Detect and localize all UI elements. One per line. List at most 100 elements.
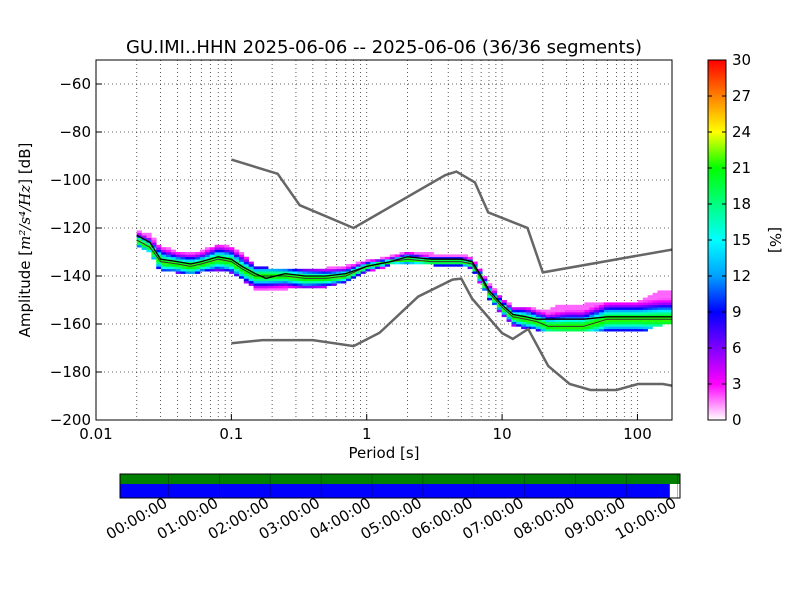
density-cell <box>214 264 220 267</box>
density-cell <box>511 324 517 327</box>
density-cell <box>608 314 614 318</box>
density-cell <box>161 252 167 255</box>
density-cell <box>569 312 575 315</box>
density-cell <box>574 314 580 318</box>
density-cell <box>263 271 269 274</box>
density-cell <box>268 280 274 284</box>
density-cell <box>307 276 313 279</box>
density-cell <box>248 283 254 286</box>
density-cell <box>224 264 230 267</box>
density-cell <box>569 324 575 327</box>
density-cell <box>516 319 522 322</box>
density-cell <box>277 285 284 289</box>
density-cell <box>302 285 308 289</box>
density-cell <box>321 280 327 284</box>
colorbar-tick-label: 18 <box>732 195 751 213</box>
density-cell <box>316 280 322 284</box>
density-cell <box>141 232 147 236</box>
density-cell <box>204 252 211 255</box>
density-cell <box>540 316 546 320</box>
density-cell <box>219 264 225 267</box>
density-cell <box>633 314 639 318</box>
density-cell <box>535 316 541 320</box>
density-cell <box>345 268 352 272</box>
density-cell <box>579 316 585 320</box>
density-cell <box>287 273 293 277</box>
density-cell <box>409 254 415 258</box>
density-cell <box>496 295 502 298</box>
density-cell <box>453 256 459 260</box>
density-cell <box>579 326 585 330</box>
density-cell <box>268 273 274 277</box>
density-cell <box>482 285 488 289</box>
y-tick-label: −160 <box>50 315 91 333</box>
density-cell <box>287 285 293 289</box>
density-cell <box>652 300 658 303</box>
density-cell <box>380 256 386 260</box>
density-cell <box>224 261 230 265</box>
density-cell <box>628 307 634 310</box>
density-cell <box>277 278 284 282</box>
density-cell <box>282 268 288 272</box>
density-cell <box>516 324 522 327</box>
density-cell <box>526 309 532 313</box>
density-cell <box>170 254 176 258</box>
x-axis-ticks: 0.01 0.1 1 10 100 <box>79 414 652 443</box>
density-cell <box>652 312 658 315</box>
density-cell <box>277 268 284 272</box>
density-cell <box>248 261 254 265</box>
density-cell <box>628 326 634 330</box>
density-cell <box>277 288 284 291</box>
density-cell <box>414 261 420 265</box>
density-cell <box>316 273 322 277</box>
density-cell <box>418 261 425 265</box>
density-cell <box>564 304 571 308</box>
density-cell <box>238 256 245 260</box>
density-cell <box>438 261 444 265</box>
density-cell <box>667 307 672 310</box>
density-cell <box>652 314 658 318</box>
density-cell <box>642 297 648 301</box>
density-cell <box>637 300 644 303</box>
density-cell <box>204 247 211 250</box>
density-cell <box>200 249 206 253</box>
density-cell <box>185 254 191 258</box>
density-cell <box>623 316 629 320</box>
density-cell <box>642 319 648 322</box>
density-cell <box>642 302 648 306</box>
density-cell <box>599 326 605 330</box>
density-cell <box>667 300 672 303</box>
density-cell <box>506 307 512 310</box>
density-cell <box>501 314 507 318</box>
density-cell <box>589 314 595 318</box>
density-cell <box>545 316 551 320</box>
density-cell <box>370 261 376 265</box>
density-cell <box>365 264 371 267</box>
density-cell <box>341 278 347 282</box>
density-cell <box>287 280 293 284</box>
density-cell <box>608 324 614 327</box>
density-cell <box>526 307 532 310</box>
density-cell <box>414 254 420 258</box>
density-cell <box>234 273 240 277</box>
density-cell <box>487 297 493 301</box>
density-cell <box>380 259 386 262</box>
density-cell <box>258 285 264 289</box>
density-cell <box>574 319 580 322</box>
density-cell <box>195 268 201 272</box>
density-cell <box>355 266 361 270</box>
x-tick-label: 1 <box>362 425 372 443</box>
density-cell <box>321 273 327 277</box>
density-cell <box>603 328 610 332</box>
density-cell <box>555 307 561 310</box>
density-cell <box>243 278 249 282</box>
density-cell <box>214 268 220 272</box>
density-cell <box>360 271 366 274</box>
density-cell <box>175 259 181 262</box>
density-cell <box>146 244 152 248</box>
density-cell <box>530 321 537 325</box>
colorbar-tick-label: 24 <box>732 123 751 141</box>
density-cell <box>535 321 541 325</box>
density-cell <box>224 249 230 253</box>
density-cell <box>628 312 634 315</box>
